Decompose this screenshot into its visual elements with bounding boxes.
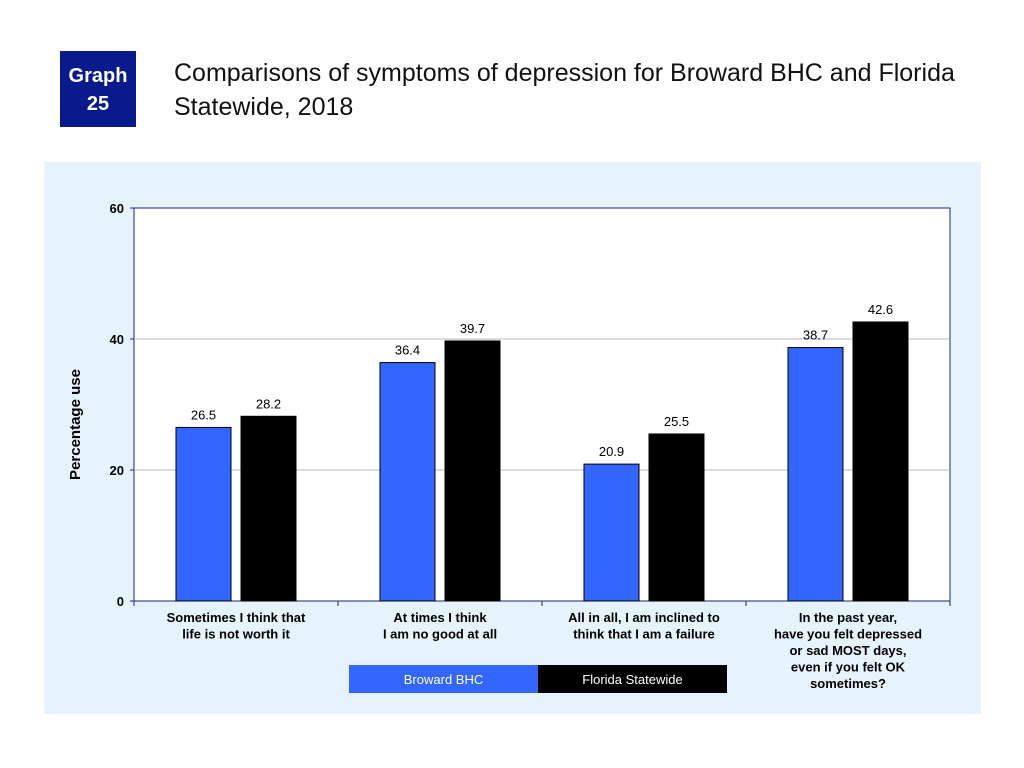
data-label: 20.9	[599, 444, 624, 459]
y-tick-label: 40	[110, 332, 124, 347]
page-title: Comparisons of symptoms of depression fo…	[174, 59, 955, 121]
bar-broward	[583, 463, 640, 602]
bar-florida	[852, 321, 909, 602]
chart-panel: 0 20 40 60 Percentage use 26.5 28.2 Sometimes I…	[44, 162, 981, 714]
x-tick-label: Sometimes I think that	[167, 610, 306, 625]
data-label: 28.2	[256, 396, 281, 411]
bar-florida	[648, 433, 705, 602]
bar-florida	[444, 340, 501, 602]
bar-florida	[240, 415, 297, 602]
bar-broward	[379, 362, 436, 602]
x-tick-label: think that I am a failure	[573, 627, 715, 642]
x-tick-label: have you felt depressed	[774, 627, 922, 642]
x-tick-label: I am no good at all	[383, 627, 497, 642]
x-tick-label: In the past year,	[799, 610, 897, 625]
y-tick-label: 0	[117, 594, 124, 609]
x-tick-label: even if you felt OK	[791, 660, 906, 675]
data-label: 42.6	[868, 302, 893, 317]
graph-number-badge: Graph 25	[60, 51, 136, 127]
legend-swatch-florida	[538, 665, 727, 693]
bar-chart: 0 20 40 60 Percentage use 26.5 28.2 Sometimes I…	[67, 201, 951, 693]
x-tick-label: All in all, I am inclined to	[568, 610, 720, 625]
bar-broward	[787, 347, 844, 602]
data-label: 38.7	[803, 328, 828, 343]
x-tick-label: life is not worth it	[182, 627, 290, 642]
legend-label: Florida Statewide	[582, 672, 682, 687]
legend-swatch-broward	[349, 665, 538, 693]
bar-broward	[175, 426, 232, 602]
x-tick-label: sometimes?	[810, 676, 886, 691]
data-label: 39.7	[460, 321, 485, 336]
data-label: 25.5	[664, 414, 689, 429]
x-tick-label: At times I think	[393, 610, 487, 625]
legend-label: Broward BHC	[404, 672, 483, 687]
data-label: 36.4	[395, 343, 420, 358]
badge-label: Graph	[68, 65, 128, 87]
y-tick-label: 60	[110, 201, 124, 216]
data-label: 26.5	[191, 407, 216, 422]
badge-number: 25	[86, 93, 110, 115]
x-tick-label: or sad MOST days,	[789, 643, 906, 658]
y-tick-label: 20	[110, 463, 124, 478]
y-axis-label: Percentage use	[67, 369, 84, 480]
